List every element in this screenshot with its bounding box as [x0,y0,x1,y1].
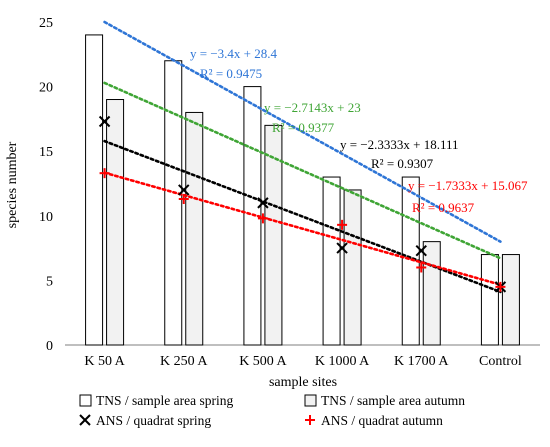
legend: TNS / sample area spring TNS / sample are… [79,393,465,428]
x-tick-label: K 1000 A [315,354,370,369]
marker-x-spring [178,184,190,196]
marker-stroke [415,244,427,257]
y-axis-title: species number [5,141,20,228]
axes: 0 5 10 15 20 25 K 50 A K 250 A K 500 A K 1000 A K … [39,16,540,369]
marker-x-spring [257,197,269,209]
marker-x-spring [98,115,111,128]
bar-autumn [343,189,362,346]
trend-r2: R² = 0.9637 [412,200,475,215]
x-tick-label: Control [479,354,522,369]
marker-stroke [178,184,190,196]
legend-label: TNS / sample area spring [96,393,233,408]
x-tick-label: K 1700 A [394,354,449,369]
x-axis-title: sample sites [269,375,337,390]
bar-autumn [106,99,125,346]
legend-swatch [304,394,317,407]
bar-autumn [501,254,520,346]
legend-swatch [79,394,92,407]
marker-stroke [98,115,111,128]
trend-equations: y = −3.4x + 28.4 R² = 0.9475 y = −2.7143x … [190,46,528,215]
markers [98,115,507,293]
legend-label: ANS / quadrat spring [96,413,211,428]
x-tick-label: K 250 A [160,354,208,369]
x-tick-label: K 500 A [239,354,287,369]
y-tick-label: 15 [39,145,53,160]
marker-stroke [336,242,348,254]
marker-x-spring [415,244,427,257]
marker-plus-autumn [416,262,427,273]
marker-plus-autumn [99,168,110,179]
trendline-3 [103,171,502,286]
trend-equation: y = −1.7333x + 15.067 [408,178,528,193]
bar-autumn [264,124,283,346]
marker-plus-autumn [257,213,268,224]
trendlines [103,20,502,294]
trend-equation: y = −2.7143x + 23 [264,100,361,115]
trendline-0 [103,20,502,243]
y-tick-label: 25 [39,16,53,31]
bar-spring [322,176,341,346]
y-tick-label: 20 [39,81,53,96]
x-tick-label: K 50 A [84,354,125,369]
y-tick-label: 5 [46,274,53,289]
legend-item: TNS / sample area spring [79,393,233,408]
marker-plus-autumn [337,219,348,230]
trend-r2: R² = 0.9307 [371,156,434,171]
y-tick-label: 0 [46,339,53,354]
legend-label: TNS / sample area autumn [321,393,465,408]
bar-spring [85,34,104,346]
trendline-1 [103,81,502,260]
trend-r2: R² = 0.9475 [200,66,262,81]
legend-item: TNS / sample area autumn [304,393,465,408]
trendline-2 [103,139,502,294]
trend-equation: y = −2.3333x + 18.111 [340,137,459,152]
bar-spring [164,60,183,346]
bar-autumn [185,111,204,346]
bar-autumn [422,241,441,346]
marker-x-spring [336,242,348,254]
trend-equation: y = −3.4x + 28.4 [190,46,277,61]
legend-swatch [79,414,91,426]
marker-plus-autumn [178,194,189,205]
marker-plus-autumn [495,281,506,292]
legend-item: ANS / quadrat autumn [305,413,443,428]
y-tick-label: 10 [39,210,53,225]
legend-item: ANS / quadrat spring [79,413,211,428]
marker-stroke [257,197,269,209]
bar-spring [480,254,499,346]
trend-r2: R² = 0.9377 [272,120,335,135]
legend-label: ANS / quadrat autumn [321,413,443,428]
